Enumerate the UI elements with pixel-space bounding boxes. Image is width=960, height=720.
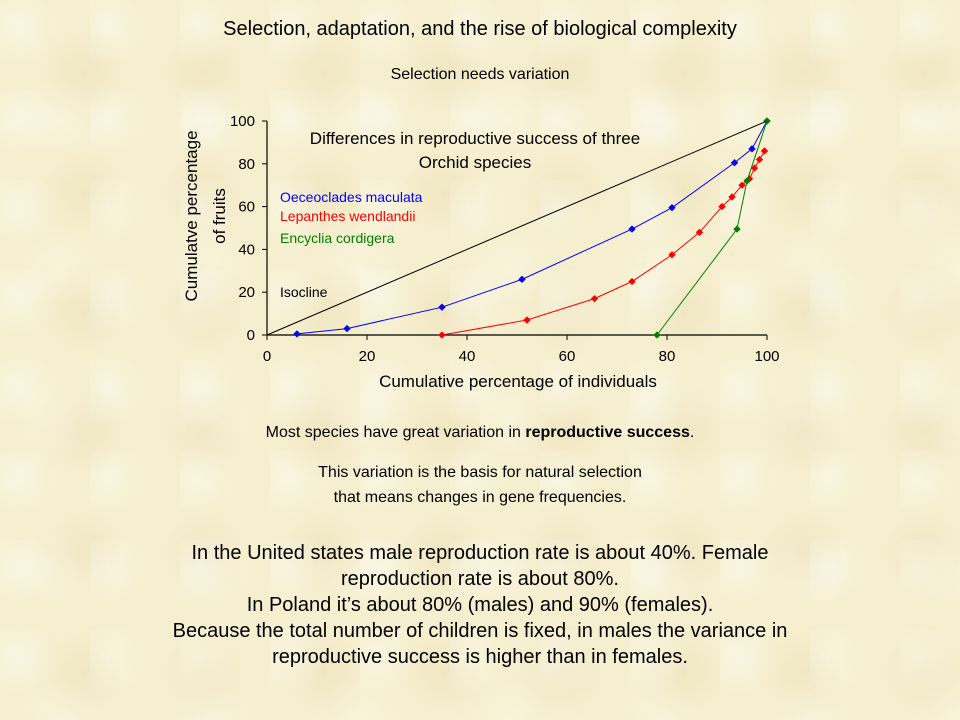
axes: 0 20 40 60 80 100 0 20 40 60 80 100: [230, 113, 780, 365]
selection-note-line-1: This variation is the basis for natural …: [318, 464, 642, 481]
x-tick-label: 60: [559, 348, 576, 365]
x-tick-label: 20: [359, 348, 376, 365]
y-tick-label: 80: [238, 156, 255, 173]
y-tick-label: 60: [238, 199, 255, 216]
selection-note-line-2: that means changes in gene frequencies.: [333, 489, 627, 506]
oeceoclades-maculata-point: [518, 275, 526, 284]
chart-title-line-2: Orchid species: [419, 153, 531, 172]
legend: Oeceoclades maculata Lepanthes wendlandii…: [280, 189, 423, 300]
y-tick-label: 40: [238, 241, 255, 258]
lepanthes-wendlandii-point: [760, 147, 769, 155]
lepanthes-wendlandii-point: [750, 164, 759, 172]
y-tick-label: 20: [238, 284, 255, 301]
reproductive-success-chart: Cumulatve percentage of fruits 0 20 40 60 80…: [182, 113, 780, 391]
oeceoclades-maculata-point: [628, 225, 636, 233]
selection-note: This variation is the basis for natural …: [0, 460, 960, 510]
legend-entry-encyclia-cordigera: Encyclia cordigera: [280, 230, 395, 246]
x-tick-label: 0: [263, 348, 271, 365]
paragraph-line: In the United states male reproduction r…: [191, 542, 769, 564]
y-axis-label-line-2: of fruits: [210, 188, 229, 244]
encyclia-cordigera-line: [656, 120, 768, 336]
lepanthes-wendlandii-point: [728, 193, 736, 201]
variation-note-suffix: .: [689, 424, 695, 441]
encyclia-cordigera-point: [733, 225, 741, 233]
isocline-line: [266, 120, 768, 336]
lepanthes-wendlandii-point: [755, 155, 764, 164]
x-axis-label: Cumulative percentage of individuals: [379, 372, 657, 391]
x-tick-label: 80: [659, 348, 676, 365]
paragraph-line: reproduction rate is about 80%.: [341, 568, 619, 590]
paragraph-line: reproductive success is higher than in f…: [272, 646, 688, 668]
encyclia-cordigera-point: [653, 331, 661, 339]
chart-title-line-1: Differences in reproductive success of t…: [310, 129, 640, 148]
oeceoclades-maculata-point: [293, 330, 301, 338]
variation-note-bold: reproductive success: [525, 424, 690, 441]
lepanthes-wendlandii-point: [590, 294, 599, 303]
lepanthes-wendlandii-point: [695, 228, 704, 236]
lepanthes-wendlandii-point: [738, 181, 746, 189]
encyclia-cordigera-point: [743, 177, 751, 185]
series-layer: [266, 117, 771, 339]
x-tick-label: 100: [754, 348, 779, 365]
y-axis-label: Cumulatve percentage of fruits: [182, 130, 229, 301]
y-tick-label: 100: [230, 113, 255, 130]
variation-note-prefix: Most species have great variation in: [265, 424, 526, 441]
variation-note: Most species have great variation in rep…: [0, 424, 960, 442]
slide-title: Selection, adaptation, and the rise of b…: [223, 18, 737, 40]
lepanthes-wendlandii-line: [441, 150, 765, 336]
x-tick-label: 40: [459, 348, 476, 365]
y-tick-label: 0: [247, 327, 255, 344]
oeceoclades-maculata-point: [668, 203, 676, 212]
paragraph-line: Because the total number of children is …: [172, 620, 788, 642]
lepanthes-wendlandii-point: [438, 331, 446, 339]
reproduction-rate-paragraph: In the United states male reproduction r…: [0, 540, 960, 670]
oeceoclades-maculata-line: [296, 120, 768, 335]
oeceoclades-maculata-point: [343, 324, 351, 333]
lepanthes-wendlandii-point: [628, 277, 636, 286]
lepanthes-wendlandii-point: [523, 316, 531, 324]
chart-labels: Differences in reproductive success of t…: [310, 129, 657, 391]
legend-entry-lepanthes-wendlandii: Lepanthes wendlandii: [280, 208, 415, 224]
legend-entry-isocline: Isocline: [280, 284, 328, 300]
oeceoclades-maculata-point: [438, 303, 446, 311]
legend-entry-oeceoclades-maculata: Oeceoclades maculata: [280, 189, 423, 205]
slide-subtitle: Selection needs variation: [390, 66, 570, 83]
y-axis-label-line-1: Cumulatve percentage: [182, 130, 201, 301]
paragraph-line: In Poland it’s about 80% (males) and 90%…: [246, 594, 714, 616]
